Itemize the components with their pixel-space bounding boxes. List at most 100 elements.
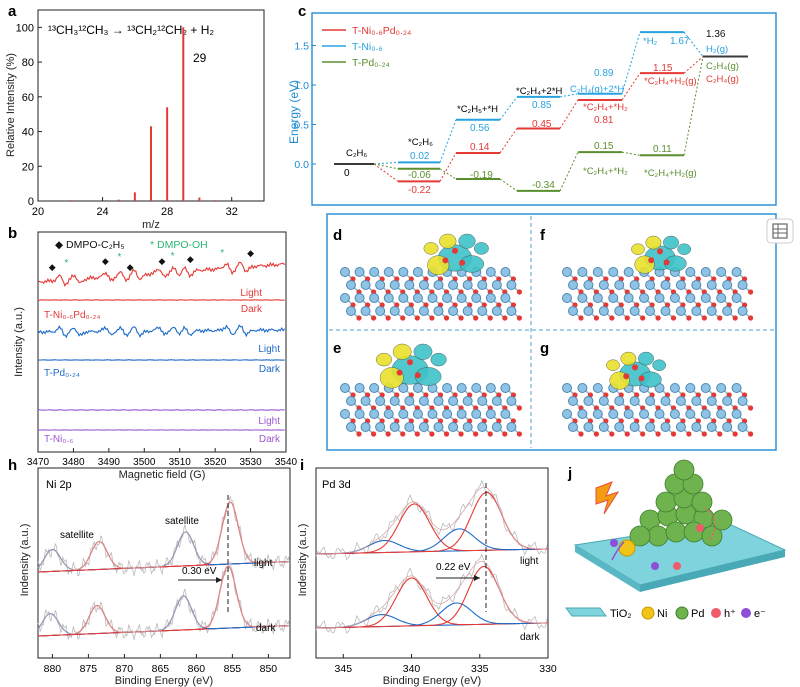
value-1-ni: 0.02 bbox=[410, 151, 430, 162]
legend-tio2: TiO₂ bbox=[610, 608, 632, 620]
ti-atom bbox=[354, 383, 365, 393]
ti-atom bbox=[700, 383, 711, 393]
ti-atom bbox=[485, 409, 496, 419]
fit-peak-light-2 bbox=[315, 528, 549, 555]
marker-oh: * bbox=[171, 251, 175, 262]
ti-atom bbox=[691, 422, 702, 432]
table-icon[interactable] bbox=[766, 218, 794, 244]
o-atom bbox=[487, 431, 493, 437]
ti-atom bbox=[383, 267, 394, 277]
y-tick-label-a: 40 bbox=[22, 127, 34, 139]
ti-atom bbox=[598, 396, 609, 406]
o-atom bbox=[593, 315, 600, 321]
ti-atom bbox=[340, 383, 350, 393]
bars-a bbox=[69, 27, 217, 201]
dark-label-pd: Dark bbox=[259, 364, 281, 375]
value-2-nipd: 0.14 bbox=[470, 142, 490, 153]
ti-atom bbox=[669, 409, 680, 419]
adsorbate-atom bbox=[638, 375, 645, 382]
legend-j: TiO₂ Ni Pd h⁺ e⁻ bbox=[565, 606, 766, 620]
envelope-dark bbox=[316, 560, 548, 629]
legend-text-ni: T-Ni₀.₆ bbox=[352, 41, 383, 53]
adsorbate-atom bbox=[452, 247, 458, 254]
plot-frame-b bbox=[37, 231, 287, 453]
connector-1-0 bbox=[373, 161, 399, 165]
o-atom bbox=[593, 431, 600, 437]
light-label-ni: Light bbox=[258, 416, 280, 427]
ti-atom bbox=[375, 280, 386, 290]
x-tick-label-b: 3480 bbox=[62, 457, 85, 468]
species-c2h4g-red: C₂H₄(g) bbox=[706, 74, 739, 85]
sample-label-pd: T-Pd₀.₂₄ bbox=[44, 368, 80, 379]
value-6: 1.36 bbox=[706, 29, 726, 40]
ti-atom bbox=[660, 396, 671, 406]
legend-tio2-swatch bbox=[565, 607, 607, 617]
o-atom bbox=[356, 431, 362, 437]
panel-label-f: f bbox=[540, 227, 546, 244]
connector-0-4 bbox=[621, 72, 641, 101]
ti-atom bbox=[477, 422, 488, 432]
value-3-nipd: 0.45 bbox=[532, 119, 552, 130]
o-atom bbox=[400, 315, 406, 321]
ti-atom bbox=[383, 293, 394, 303]
ti-atom bbox=[471, 409, 482, 419]
epr-trace-5 bbox=[37, 429, 285, 431]
ti-atom bbox=[389, 422, 400, 432]
ti-atom bbox=[731, 267, 742, 277]
o-atom bbox=[609, 315, 615, 321]
ti-atom bbox=[433, 396, 444, 406]
o-atom bbox=[655, 315, 661, 321]
o-atom bbox=[516, 431, 523, 437]
ti-atom bbox=[398, 409, 409, 419]
ti-atom bbox=[577, 293, 588, 303]
ti-atom bbox=[506, 422, 517, 432]
y-tick-label-c: 1.0 bbox=[294, 80, 309, 92]
ti-atom bbox=[506, 306, 517, 316]
ti-atom bbox=[722, 306, 733, 316]
h-satellite-2: satellite bbox=[165, 516, 199, 527]
adsorbate-atom bbox=[623, 373, 630, 380]
raw-dark bbox=[315, 553, 548, 635]
ti-atom bbox=[506, 396, 517, 406]
connector-0-5 bbox=[683, 56, 704, 74]
x-tick-label-h: 870 bbox=[116, 663, 134, 675]
fit-peak-dark-3 bbox=[37, 565, 289, 637]
x-tick-label-i: 345 bbox=[335, 663, 353, 675]
ti-atom bbox=[442, 383, 453, 393]
ti-atom bbox=[433, 280, 444, 290]
i-shift-label: 0.22 eV bbox=[436, 562, 471, 573]
species-adsorbed-c2h6: *C₂H₆ bbox=[408, 137, 433, 148]
density-lobe bbox=[645, 235, 662, 250]
peak-label: 29 bbox=[193, 51, 207, 65]
ti-atom bbox=[360, 396, 371, 406]
ti-atom bbox=[500, 267, 511, 277]
x-ticks-a: 20 24 28 32 bbox=[32, 197, 238, 218]
legend-dmpo-c2h5: ◆ DMPO-C₂H₅ bbox=[55, 239, 124, 251]
panel-i: i Pd 3d 0.22 eV light dark 345 340 335 330 … bbox=[297, 457, 557, 687]
sample-label-ni: T-Ni₀.₆ bbox=[44, 434, 73, 445]
ti-atom bbox=[354, 267, 365, 277]
ti-atom bbox=[477, 280, 488, 290]
ti-atom bbox=[669, 293, 680, 303]
light-bolt-icon bbox=[595, 481, 620, 515]
ti-atom bbox=[448, 422, 459, 432]
ti-atom bbox=[340, 267, 350, 277]
o-atom bbox=[487, 315, 493, 321]
ti-atom bbox=[737, 280, 748, 290]
ti-atom bbox=[354, 409, 365, 419]
legend-ni: Ni bbox=[657, 608, 667, 620]
panel-a: a ¹³CH₃¹²CH₃ → ¹³CH₂¹²CH₂ + H₂ 020406080… bbox=[5, 3, 265, 231]
x-axis-label-a: m/z bbox=[142, 219, 160, 231]
x-tick-label-b: 3530 bbox=[239, 457, 262, 468]
ti-atom bbox=[598, 280, 609, 290]
ti-atom bbox=[491, 280, 502, 290]
density-lobe bbox=[458, 233, 476, 249]
x-axis-label-b: Magnetic field (G) bbox=[119, 469, 206, 481]
value-4-nipd: 0.81 bbox=[594, 115, 614, 126]
y-tick-label-a: 80 bbox=[22, 57, 34, 69]
legend-dmpo-oh: * DMPO-OH bbox=[150, 239, 208, 251]
ti-atom bbox=[639, 293, 650, 303]
epr-trace-0 bbox=[37, 261, 286, 287]
ti-atom bbox=[737, 422, 748, 432]
ti-atom bbox=[462, 396, 473, 406]
